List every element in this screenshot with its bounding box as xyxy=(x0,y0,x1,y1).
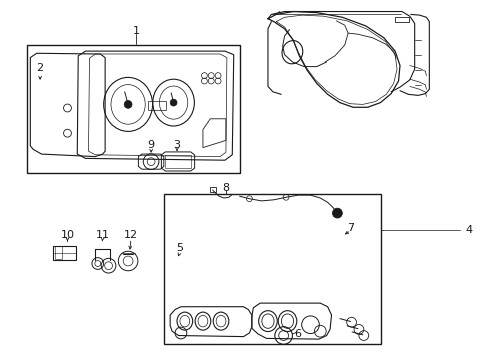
Bar xyxy=(53,246,76,260)
Bar xyxy=(394,17,408,22)
Bar xyxy=(27,45,239,173)
Bar xyxy=(147,101,166,110)
Circle shape xyxy=(170,99,177,106)
Text: 10: 10 xyxy=(61,230,74,240)
Text: 3: 3 xyxy=(173,140,180,150)
Text: 6: 6 xyxy=(293,329,300,339)
Text: 2: 2 xyxy=(37,63,43,73)
Text: 12: 12 xyxy=(124,230,138,240)
Circle shape xyxy=(332,208,342,218)
Circle shape xyxy=(124,100,132,108)
Bar xyxy=(55,246,61,259)
Text: 4: 4 xyxy=(465,225,472,235)
Bar xyxy=(210,187,216,192)
Text: 8: 8 xyxy=(222,183,229,193)
Bar xyxy=(165,155,190,168)
Text: 7: 7 xyxy=(347,222,354,233)
Bar xyxy=(163,194,381,344)
Text: 1: 1 xyxy=(132,26,139,36)
Text: 11: 11 xyxy=(96,230,109,240)
Text: 5: 5 xyxy=(176,243,183,253)
Text: 9: 9 xyxy=(147,140,154,150)
